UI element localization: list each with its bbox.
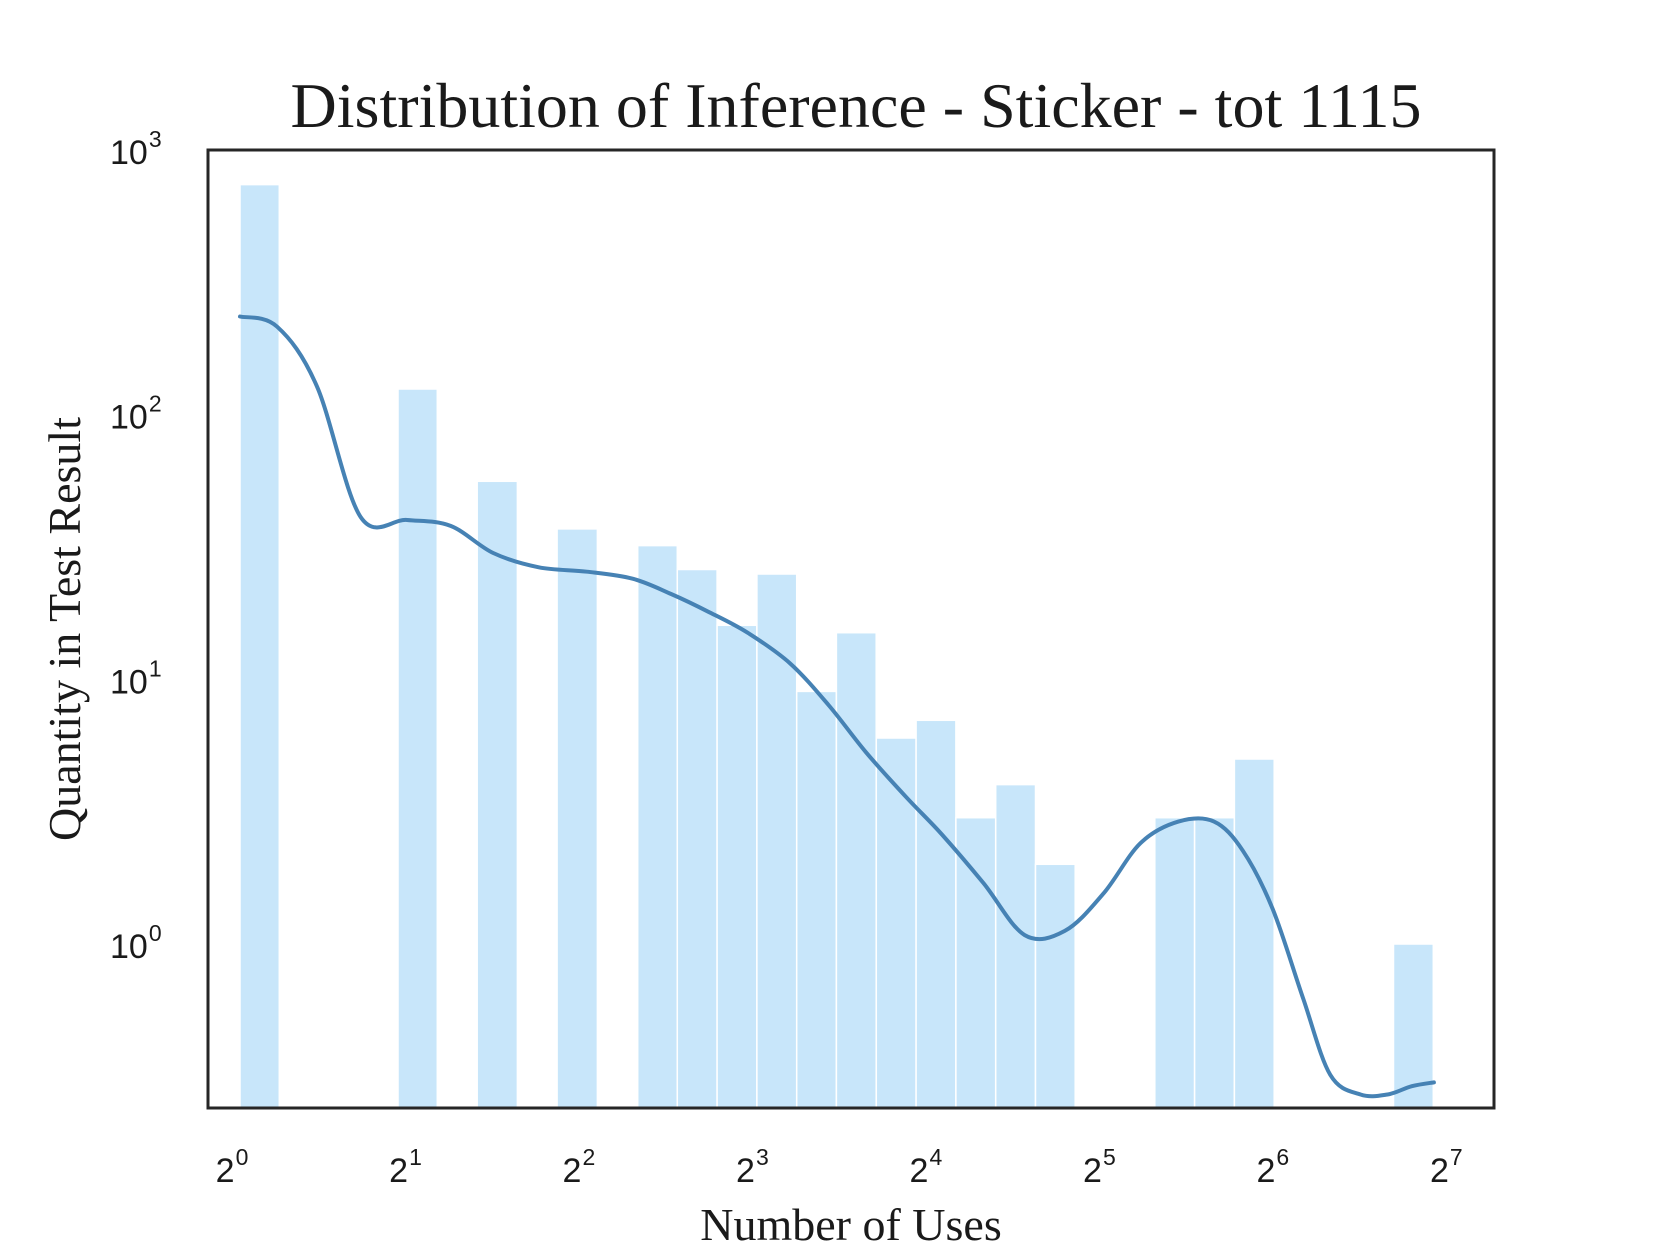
histogram-bar	[955, 816, 997, 1109]
x-tick-label: 25	[1083, 1144, 1116, 1190]
y-tick-label: 100	[110, 920, 162, 966]
histogram-bar	[1034, 863, 1076, 1109]
histogram-bar	[476, 480, 519, 1109]
y-tick-label: 102	[110, 391, 162, 437]
bars-group	[239, 183, 1435, 1109]
x-tick-label: 26	[1256, 1144, 1289, 1190]
chart-title: Distribution of Inference - Sticker - to…	[291, 70, 1422, 141]
x-tick-label: 27	[1430, 1144, 1463, 1190]
histogram-bar	[1233, 758, 1275, 1109]
histogram-bar	[676, 568, 718, 1109]
histogram-bar	[875, 737, 917, 1109]
histogram-bar	[397, 388, 439, 1109]
y-tick-label: 103	[110, 126, 162, 172]
y-tick-labels: 100 101 102 103	[110, 126, 162, 966]
histogram-bar	[795, 690, 838, 1109]
histogram-bar	[915, 719, 957, 1109]
y-axis-label: Quantity in Test Result	[39, 417, 90, 841]
histogram-bar	[1154, 816, 1196, 1109]
x-tick-label: 20	[216, 1144, 249, 1190]
x-tick-label: 23	[736, 1144, 769, 1190]
histogram-bar	[556, 528, 599, 1109]
x-tick-label: 21	[389, 1144, 422, 1190]
y-tick-label: 101	[110, 655, 162, 701]
x-tick-label: 22	[563, 1144, 596, 1190]
histogram-bar	[239, 183, 281, 1109]
histogram-bar	[716, 624, 758, 1109]
histogram-bar	[1193, 816, 1236, 1109]
histogram-bar	[835, 631, 877, 1109]
x-tick-labels: 20 21 22 23 24 25 26 27	[216, 1144, 1463, 1190]
histogram-bar	[994, 783, 1037, 1109]
histogram-bar	[636, 544, 679, 1109]
plot-frame	[206, 148, 1496, 1110]
x-tick-label: 24	[910, 1144, 943, 1190]
x-axis-label: Number of Uses	[700, 1199, 1002, 1245]
kde-curve	[238, 314, 1436, 1099]
